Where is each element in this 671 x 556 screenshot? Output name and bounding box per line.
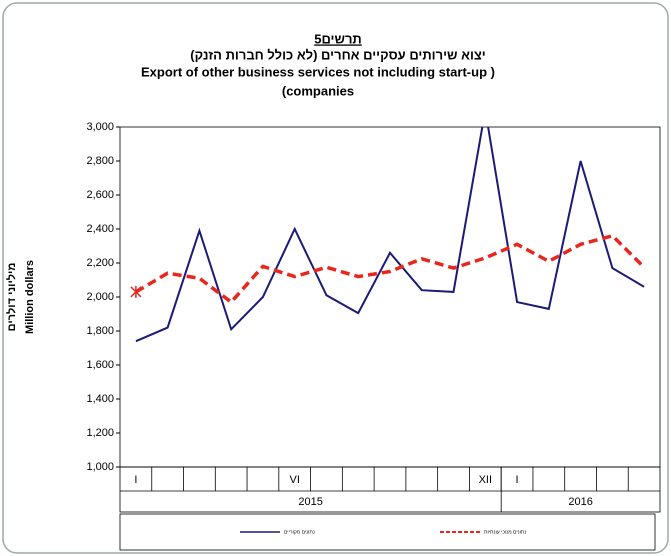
x-tick-label: I [516, 474, 519, 486]
y-tick-label: 2,600 [86, 189, 114, 201]
chart-title: (companies [282, 83, 354, 98]
x-tick-label: I [134, 474, 137, 486]
x-tick-label: XII [479, 474, 492, 486]
y-axis-label-en: Million dollars [24, 260, 36, 334]
y-tick-label: 1,200 [86, 427, 114, 439]
category-row [119, 466, 661, 513]
y-tick-label: 1,000 [86, 461, 114, 473]
series-line [135, 127, 645, 343]
y-tick-label: 2,200 [86, 257, 114, 269]
chart-title: יצוא שירותים עסקיים אחרים (לא כולל חברות… [190, 47, 485, 62]
legend-label: נתונים מנוכי עונתיות [484, 529, 526, 535]
plot-area [119, 126, 661, 468]
group-label: 2015 [298, 496, 322, 508]
y-axis-label-he: מיליוני דולרים [5, 263, 18, 332]
y-tick-label: 2,400 [86, 223, 114, 235]
group-label: 2016 [568, 496, 592, 508]
legend-box [119, 513, 656, 551]
series-layer [135, 127, 646, 343]
y-tick-label: 1,600 [86, 359, 114, 371]
y-tick-label: 1,800 [86, 325, 114, 337]
x-tick-label: VI [290, 474, 300, 486]
y-tick-label: 1,400 [86, 393, 114, 405]
chart-title: תרשים5 [314, 31, 362, 46]
point-marker [130, 285, 142, 298]
chart-title: Export of other business services not in… [141, 64, 495, 79]
y-tick-label: 2,800 [86, 155, 114, 167]
series-line [135, 233, 646, 305]
y-tick-label: 2,000 [86, 291, 114, 303]
legend-label: נתונים מקוריים [284, 529, 315, 535]
y-tick-label: 3,000 [86, 121, 114, 133]
